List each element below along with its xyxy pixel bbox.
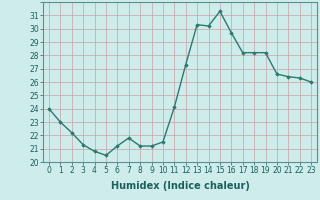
X-axis label: Humidex (Indice chaleur): Humidex (Indice chaleur): [111, 181, 249, 191]
